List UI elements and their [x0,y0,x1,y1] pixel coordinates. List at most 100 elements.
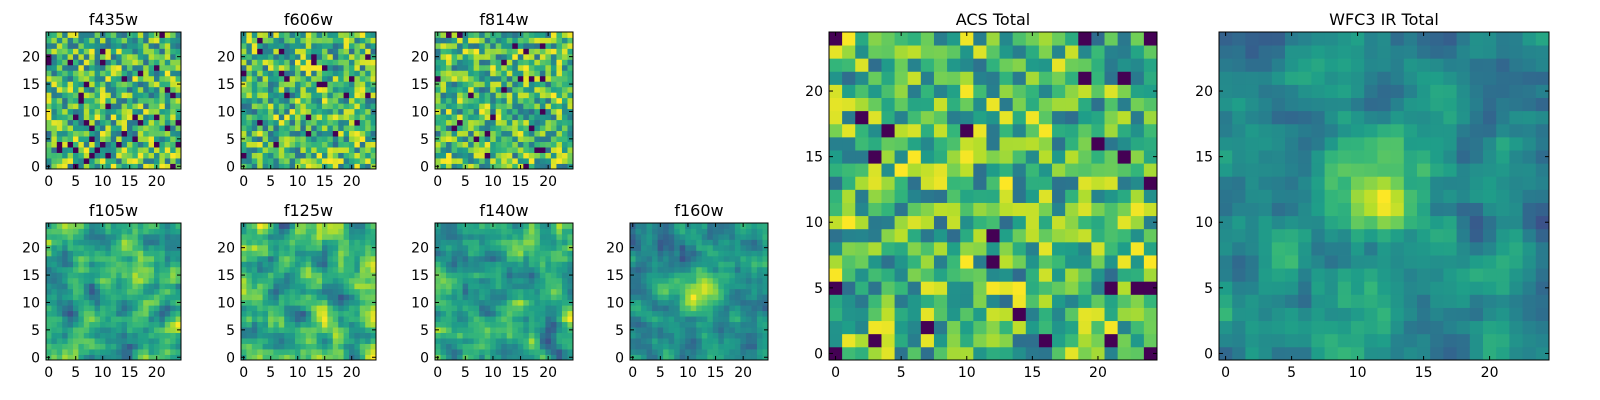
heatmap-cell [506,158,513,164]
heatmap-cell [539,283,546,290]
heatmap-cell [707,277,714,284]
heatmap-cell [327,266,334,273]
heatmap-cell [143,158,149,164]
heatmap-cell [338,250,344,257]
heatmap-cell [635,310,642,317]
heatmap-cell [479,239,486,246]
heatmap-cell [262,244,269,251]
heatmap-cell [338,261,344,268]
heatmap-cell [127,152,133,159]
heatmap-cell [370,233,377,240]
heatmap-cell [354,305,361,312]
heatmap-cell [1078,202,1092,217]
heatmap-cell [332,32,339,38]
heatmap-cell [723,239,730,246]
heatmap-cell [729,228,736,235]
heatmap-cell [696,338,703,344]
heatmap-cell [67,239,74,246]
heatmap-cell [550,321,557,328]
heatmap-cell [457,141,463,148]
heatmap-cell [284,321,290,328]
heatmap-cell [100,250,106,257]
heatmap-cell [473,114,480,121]
heatmap-cell [262,228,269,235]
heatmap-cell [349,310,355,317]
heatmap-cell [110,250,117,257]
heatmap-cell [506,321,513,328]
y-tick-label: 0 [420,350,429,366]
heatmap-cell [1104,202,1119,217]
heatmap-cell [246,130,253,137]
heatmap-cell [257,244,263,251]
heatmap-cell [359,272,366,279]
heatmap-cell [933,268,948,282]
heatmap-cell [512,141,519,148]
heatmap-cell [451,266,458,273]
heatmap-cell [517,130,524,137]
heatmap-cell [46,305,52,312]
heatmap-cell [110,37,117,44]
heatmap-cell [630,343,636,350]
heatmap-cell [154,327,160,333]
heatmap-cell [462,338,469,344]
heatmap-cell [370,119,377,126]
heatmap-cell [701,250,708,257]
heatmap-cell [154,37,160,44]
heatmap-cell [143,277,149,284]
heatmap-cell [690,272,697,279]
heatmap-cell [343,92,350,99]
heatmap-cell [284,343,290,350]
heatmap-cell [756,294,763,301]
heatmap-cell [635,288,642,295]
heatmap-cell [462,75,469,82]
heatmap-cell [479,147,486,153]
heatmap-cell [999,346,1014,361]
heatmap-cell [762,250,769,257]
heatmap-cell [316,233,323,240]
heatmap-cell [105,86,112,93]
heatmap-cell [751,327,758,333]
heatmap-cell [635,294,642,301]
heatmap-cell [316,250,323,257]
heatmap-cell [316,354,323,361]
heatmap-cell [62,343,68,350]
heatmap-cell [305,338,312,344]
heatmap-cell [175,86,182,93]
heatmap-cell [490,288,497,295]
heatmap-cell [343,32,350,38]
heatmap-cell [164,64,171,71]
heatmap-cell [46,92,52,99]
heatmap-cell [132,75,139,82]
heatmap-cell [164,119,171,126]
heatmap-cell [745,223,752,229]
heatmap-cell [327,152,334,159]
heatmap-cell [484,272,491,279]
heatmap-cell [56,70,63,77]
heatmap-cell [105,130,112,137]
heatmap-cell [435,114,441,121]
heatmap-cell [635,228,642,235]
heatmap-cell [164,32,171,38]
heatmap-cell [479,310,486,317]
heatmap-cell [365,255,371,262]
heatmap-cell [561,244,568,251]
heatmap-cell [83,70,90,77]
heatmap-cell [78,108,85,115]
heatmap-cell [164,244,171,251]
heatmap-cell [712,305,719,312]
heatmap-cell [67,158,74,164]
heatmap-cell [311,332,317,339]
heatmap-cell [305,332,312,339]
heatmap-cell [295,59,301,66]
heatmap-cell [1065,346,1079,361]
heatmap-cell [484,108,491,115]
heatmap-cell [501,37,508,44]
heatmap-cell [262,338,269,344]
heatmap-cell [170,136,176,142]
heatmap-cell [241,147,247,153]
heatmap-cell [712,261,719,268]
heatmap-cell [311,255,317,262]
heatmap-cell [295,158,301,164]
heatmap-cell [365,152,371,159]
heatmap-cell [646,244,653,251]
